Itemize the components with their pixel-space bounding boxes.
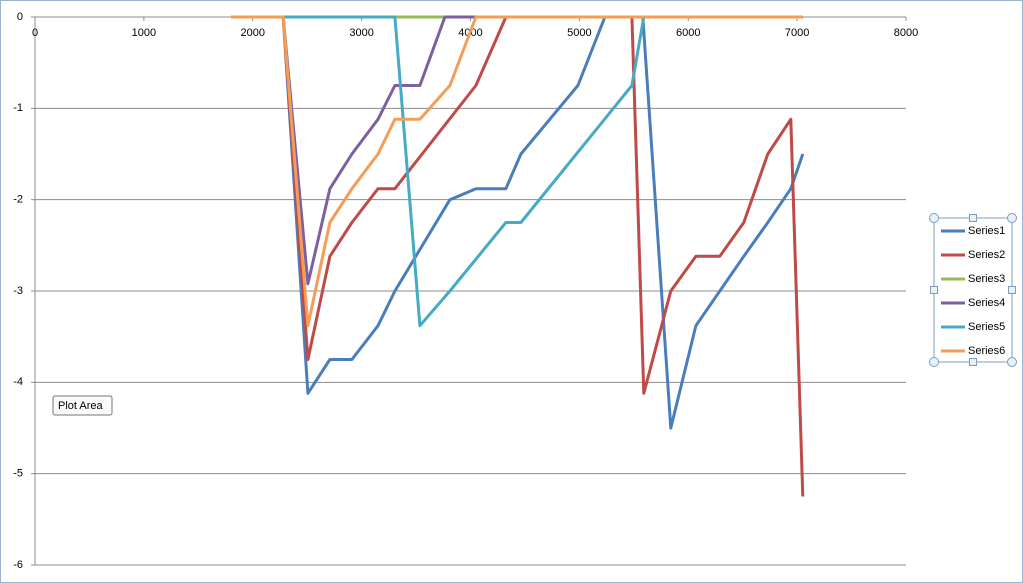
resize-handle[interactable]	[929, 213, 939, 223]
series-line	[281, 15, 805, 430]
tooltip-bg	[52, 395, 113, 416]
lines	[231, 15, 805, 497]
x-tick-label: 1000	[132, 27, 156, 39]
resize-handle[interactable]	[1007, 357, 1017, 367]
tooltip-text: Plot Area	[58, 400, 104, 412]
legend-label[interactable]: Series5	[968, 321, 1005, 333]
resize-handle[interactable]	[969, 358, 977, 366]
legend-label[interactable]: Series4	[968, 297, 1005, 309]
legend[interactable]: Series1 Series2 Series3 Series4 Series5 Serie…	[929, 213, 1017, 367]
y-tick-label: -2	[13, 194, 23, 206]
y-tick-label: -1	[13, 102, 23, 114]
x-tick-label: 3000	[349, 27, 373, 39]
y-tick-label: -5	[13, 468, 23, 480]
series-line	[281, 15, 803, 286]
y-tick-label: 0	[17, 11, 23, 23]
x-tick-label: 7000	[785, 27, 809, 39]
x-tick-label: 0	[32, 27, 38, 39]
resize-handle[interactable]	[930, 286, 938, 294]
resize-handle[interactable]	[929, 357, 939, 367]
x-tick-label: 2000	[241, 27, 265, 39]
tooltip-box: Plot Area	[52, 395, 113, 416]
legend-label[interactable]: Series2	[968, 249, 1005, 261]
legend-label[interactable]: Series6	[968, 345, 1005, 357]
resize-handle[interactable]	[1007, 213, 1017, 223]
series-line	[231, 15, 803, 328]
x-tick-label: 6000	[676, 27, 700, 39]
y-tick-label: -3	[13, 285, 23, 297]
y-tick-label: -6	[13, 559, 23, 571]
legend-label[interactable]: Series3	[968, 273, 1005, 285]
resize-handle[interactable]	[1008, 286, 1016, 294]
legend-box[interactable]	[933, 217, 1013, 363]
legend-label[interactable]: Series1	[968, 225, 1005, 237]
x-tick-label: 5000	[567, 27, 591, 39]
x-tick-label: 8000	[894, 27, 918, 39]
y-tick-label: -4	[13, 376, 23, 388]
resize-handle[interactable]	[969, 214, 977, 222]
